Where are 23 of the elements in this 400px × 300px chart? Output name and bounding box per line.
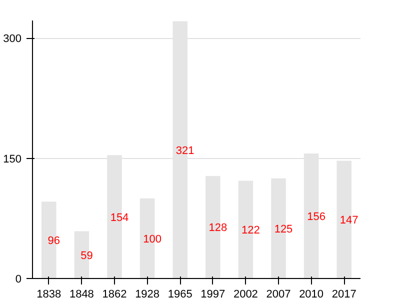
- data-label: 147: [340, 214, 358, 227]
- data-label: 156: [307, 211, 326, 224]
- data-label: 59: [80, 250, 93, 262]
- data-label: 125: [274, 223, 293, 236]
- x-tick-label: 1848: [69, 288, 94, 300]
- y-tick-label: 0: [15, 274, 22, 286]
- data-label: 122: [242, 224, 260, 237]
- y-tick-label: 150: [3, 153, 22, 166]
- data-label: 96: [48, 235, 60, 248]
- x-tick-label: 2002: [233, 288, 258, 300]
- data-label: 154: [110, 212, 129, 224]
- x-tick-label: 2017: [332, 288, 356, 300]
- x-tick-label: 2007: [266, 288, 291, 300]
- x-tick-label: 1997: [200, 288, 226, 300]
- y-tick-label: 300: [3, 33, 22, 46]
- x-tick-label: 1928: [135, 288, 160, 300]
- x-tick-label: 1862: [102, 288, 127, 300]
- data-label: 128: [208, 222, 228, 234]
- x-tick-label: 1965: [168, 288, 192, 300]
- data-label: 100: [143, 233, 162, 246]
- data-label: 321: [176, 144, 194, 157]
- x-tick-label: 2010: [299, 288, 324, 300]
- x-tick-label: 1838: [36, 288, 62, 300]
